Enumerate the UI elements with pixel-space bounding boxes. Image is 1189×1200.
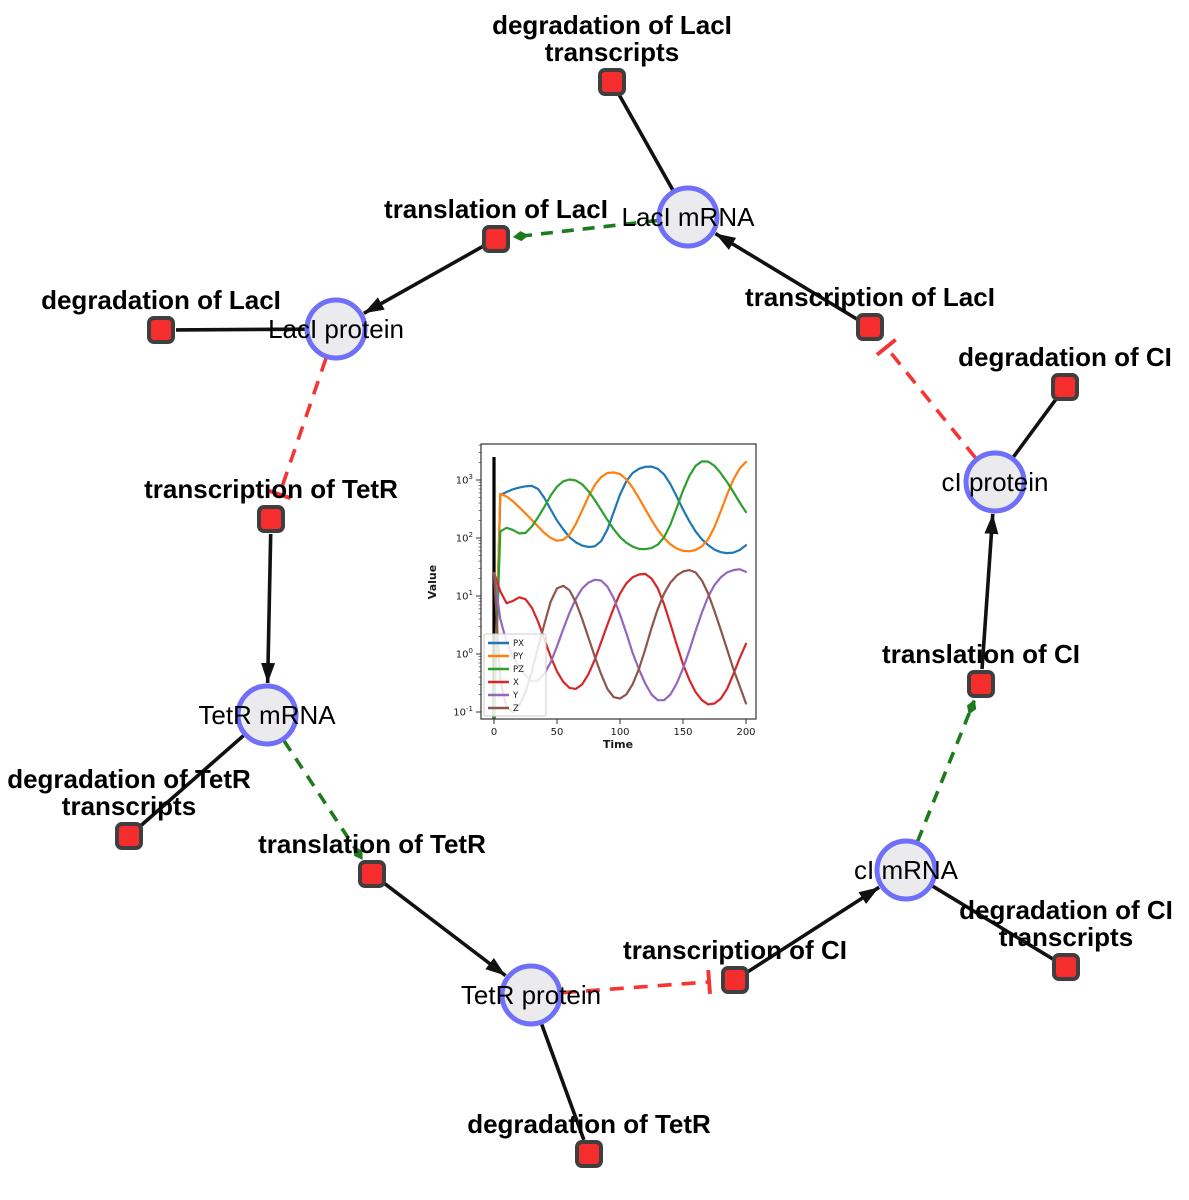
legend-label-PX: PX	[513, 639, 524, 649]
reaction-node-deg_ci_tx	[1052, 953, 1080, 981]
legend-label-PY: PY	[513, 652, 524, 662]
series-line-X	[492, 571, 748, 706]
reaction-node-deg_tetr	[575, 1140, 603, 1168]
reaction-node-transl_laci	[482, 225, 510, 253]
edge-plain-ci_protein-deg_ci	[1011, 398, 1058, 459]
y-tick-label: 100	[456, 647, 473, 661]
edge-plain-laci_mrna-deg_laci_tx	[617, 94, 675, 191]
edge-production-transl_tetr-tetr_protein	[382, 881, 507, 978]
x-tick-label: 0	[491, 727, 497, 738]
species-node-ci_protein	[963, 450, 1027, 514]
reaction-label-deg_ci_tx: degradation of CI	[959, 895, 1173, 925]
species-label-tetr_mrna: TetR mRNA	[198, 700, 336, 730]
y-axis-label: Value	[426, 565, 439, 599]
edge-modifier-laci_mrna-transl_laci	[512, 218, 658, 242]
legend-label-PZ: PZ	[513, 665, 524, 675]
legend-label-Z: Z	[513, 704, 519, 714]
species-node-tetr_protein	[499, 963, 563, 1027]
x-axis-label: Time	[603, 738, 633, 751]
reaction-label-deg_tetr_tx: transcripts	[62, 791, 196, 821]
reaction-label-transl_ci: translation of CI	[882, 639, 1080, 669]
reaction-node-deg_laci	[147, 316, 175, 344]
reaction-label-deg_tetr_tx: degradation of TetR	[7, 764, 251, 794]
series-line-PX	[492, 465, 748, 719]
reaction-label-deg_laci: degradation of LacI	[41, 285, 281, 315]
legend-label-X: X	[513, 678, 519, 688]
edge-modifier-ci_mrna-transl_ci	[915, 699, 977, 842]
edge-production-transl_ci-ci_protein	[980, 513, 999, 670]
reaction-node-deg_laci_tx	[598, 68, 626, 96]
edge-inhibition-tetr_protein-transc_ci	[561, 969, 712, 995]
x-tick-label: 50	[551, 727, 564, 738]
species-node-ci_mrna	[874, 838, 938, 902]
y-tick-label: 10-1	[453, 705, 473, 719]
reaction-node-deg_ci	[1051, 373, 1079, 401]
x-tick-label: 100	[610, 727, 629, 738]
edge-production-transc_laci-laci_mrna	[714, 232, 859, 321]
edge-plain-tetr_mrna-deg_tetr_tx	[139, 734, 245, 828]
edge-production-transl_laci-laci_protein	[363, 244, 484, 315]
edge-production-transc_tetr-tetr_mrna	[261, 533, 276, 684]
species-node-laci_protein	[304, 297, 368, 361]
reaction-label-transc_tetr: transcription of TetR	[144, 474, 398, 504]
species-label-tetr_protein: TetR protein	[461, 980, 601, 1010]
y-tick-label: 102	[456, 531, 473, 545]
species-label-ci_protein: cI protein	[942, 467, 1049, 497]
species-node-tetr_mrna	[235, 683, 299, 747]
edge-plain-laci_protein-deg_laci	[175, 327, 306, 332]
x-tick-label: 150	[673, 727, 692, 738]
legend-label-Y: Y	[512, 691, 519, 701]
reaction-label-transl_laci: translation of LacI	[384, 194, 608, 224]
series-line-PZ	[492, 460, 748, 719]
species-label-laci_mrna: LacI mRNA	[622, 202, 756, 232]
series-line-PY	[492, 460, 748, 719]
reaction-label-deg_ci_tx: transcripts	[999, 922, 1133, 952]
y-tick-label: 103	[456, 473, 473, 487]
edge-plain-ci_mrna-deg_ci_tx	[931, 884, 1055, 961]
y-tick-label: 101	[456, 589, 473, 603]
reaction-label-deg_tetr: degradation of TetR	[467, 1109, 711, 1139]
edge-modifier-tetr_mrna-transl_tetr	[282, 739, 364, 860]
reaction-node-deg_tetr_tx	[115, 822, 143, 850]
reaction-node-transl_ci	[967, 670, 995, 698]
x-tick-label: 200	[736, 727, 755, 738]
species-label-ci_mrna: cI mRNA	[854, 855, 959, 885]
timecourse-plot: 10-1 100 101 102 103 0 50 100 150 200 PX PY PZ XYZ Ti…	[426, 443, 757, 751]
reaction-node-transc_ci	[721, 966, 749, 994]
edge-plain-tetr_protein-deg_tetr	[539, 1023, 586, 1141]
reaction-node-transl_tetr	[358, 860, 386, 888]
reaction-label-transc_laci: transcription of LacI	[745, 282, 995, 312]
reaction-label-transl_tetr: translation of TetR	[258, 829, 486, 859]
reaction-label-deg_laci_tx: transcripts	[545, 37, 679, 67]
reaction-label-transc_ci: transcription of CI	[623, 935, 847, 965]
reaction-label-deg_laci_tx: degradation of LacI	[492, 10, 732, 40]
reaction-node-transc_laci	[856, 313, 884, 341]
plot-frame	[480, 443, 757, 720]
reaction-node-transc_tetr	[257, 505, 285, 533]
species-node-laci_mrna	[656, 185, 720, 249]
species-label-laci_protein: LacI protein	[268, 314, 404, 344]
edge-production-transc_ci-ci_mrna	[746, 885, 881, 974]
reaction-label-deg_ci: degradation of CI	[958, 342, 1172, 372]
